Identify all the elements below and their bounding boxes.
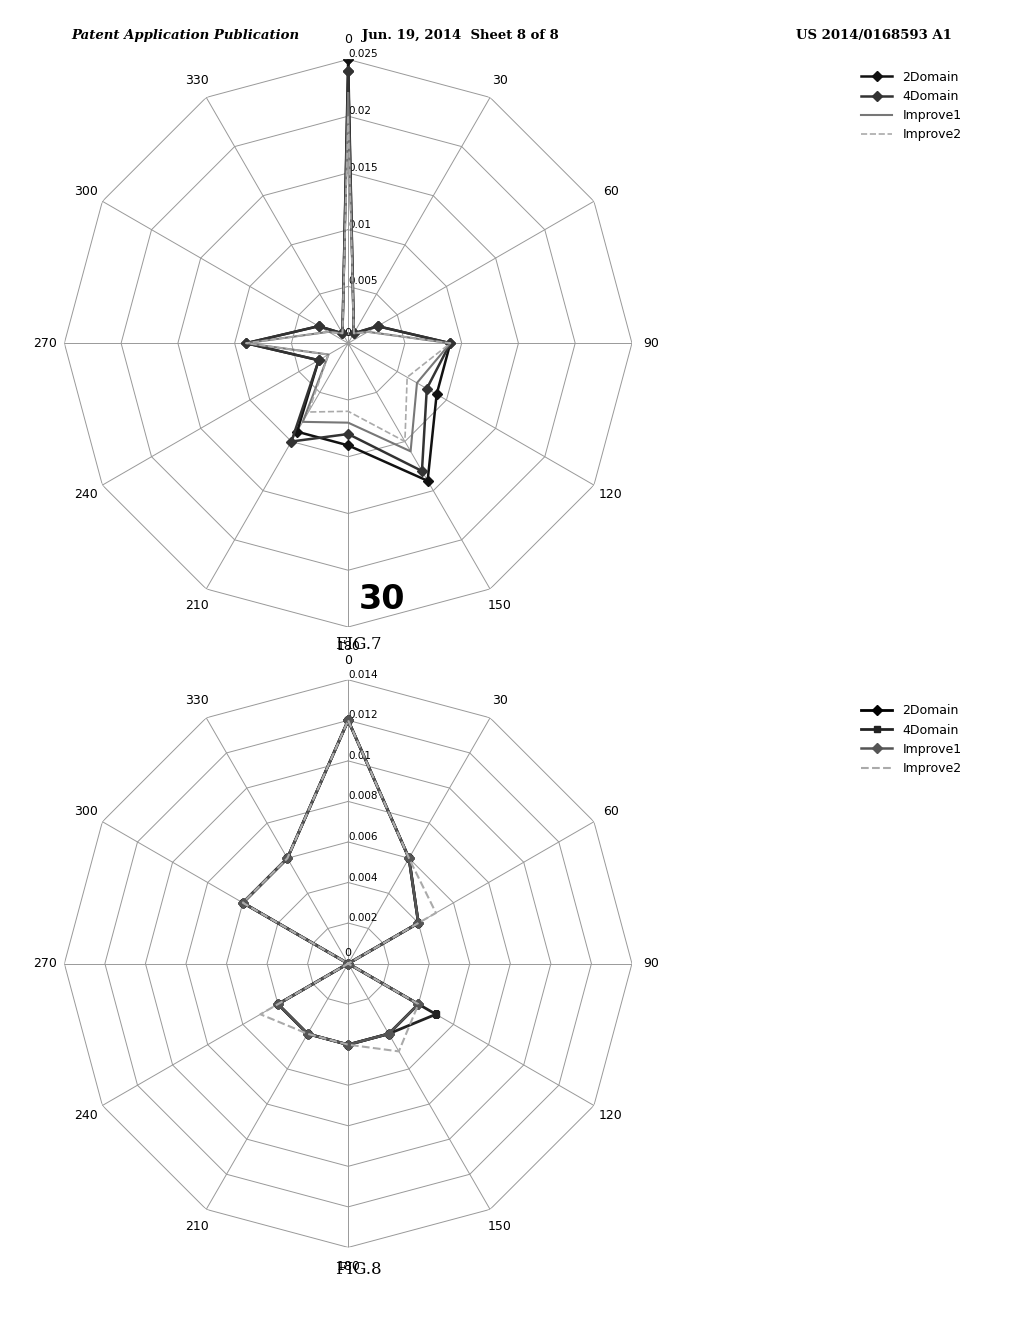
Text: 0: 0 [345,327,351,338]
Text: US 2014/0168593 A1: US 2014/0168593 A1 [797,29,952,42]
Legend: 2Domain, 4Domain, Improve1, Improve2: 2Domain, 4Domain, Improve1, Improve2 [856,700,967,780]
Title: 30: 30 [359,583,406,616]
Text: FIG.8: FIG.8 [335,1261,382,1278]
Text: Patent Application Publication: Patent Application Publication [72,29,300,42]
Text: FIG.7: FIG.7 [335,636,382,653]
Text: 0: 0 [345,948,351,958]
Legend: 2Domain, 4Domain, Improve1, Improve2: 2Domain, 4Domain, Improve1, Improve2 [856,66,967,147]
Text: Jun. 19, 2014  Sheet 8 of 8: Jun. 19, 2014 Sheet 8 of 8 [362,29,559,42]
